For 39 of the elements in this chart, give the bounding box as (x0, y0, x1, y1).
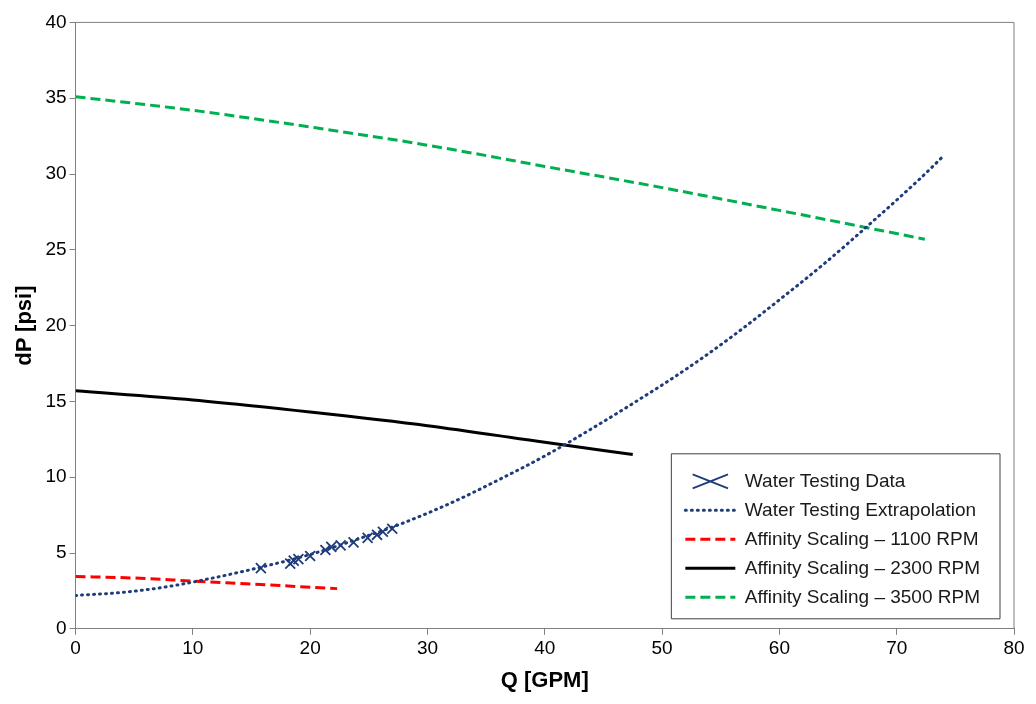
y-tick-label: 10 (45, 465, 67, 487)
y-tick-label: 0 (55, 617, 67, 639)
x-tick-label: 10 (182, 637, 204, 659)
point (304, 550, 316, 562)
y-tick-label: 5 (55, 541, 67, 563)
legend-label: Affinity Scaling – 1100 RPM (744, 527, 979, 549)
x-tick-label: 20 (299, 637, 321, 659)
point (371, 528, 383, 541)
x-tick-label: 50 (651, 637, 673, 659)
line-series (75, 575, 339, 591)
legend-label: Affinity Scaling – 2300 RPM (744, 556, 981, 578)
legend-label: Water Testing Data (744, 469, 906, 491)
point (292, 553, 305, 565)
point (361, 531, 374, 544)
y-axis-title: dP [psi] (11, 285, 37, 366)
point (377, 525, 389, 538)
x-axis-title: Q [GPM] (500, 666, 589, 692)
y-tick-label: 20 (45, 313, 67, 335)
x-tick-label: 30 (416, 637, 439, 659)
point (325, 541, 338, 553)
x-tick-label: 0 (70, 637, 81, 659)
point (386, 522, 399, 535)
x-tick-label: 70 (886, 637, 908, 659)
x-tick-label: 40 (534, 637, 556, 659)
point (255, 562, 267, 575)
y-tick-label: 35 (45, 86, 67, 108)
line-series (75, 389, 635, 456)
legend-label: Water Testing Extrapolation (744, 498, 977, 520)
y-tick-label: 25 (45, 238, 67, 260)
y-tick-label: 40 (45, 10, 67, 32)
point (347, 536, 360, 549)
x-tick-label: 60 (768, 637, 790, 659)
y-tick-label: 15 (45, 389, 67, 411)
y-tick-label: 30 (45, 162, 67, 184)
point (319, 544, 332, 556)
x-tick-label: 80 (1003, 637, 1025, 659)
legend-label: Affinity Scaling – 3500 RPM (744, 585, 981, 607)
point (334, 539, 347, 552)
line-series (75, 95, 927, 241)
